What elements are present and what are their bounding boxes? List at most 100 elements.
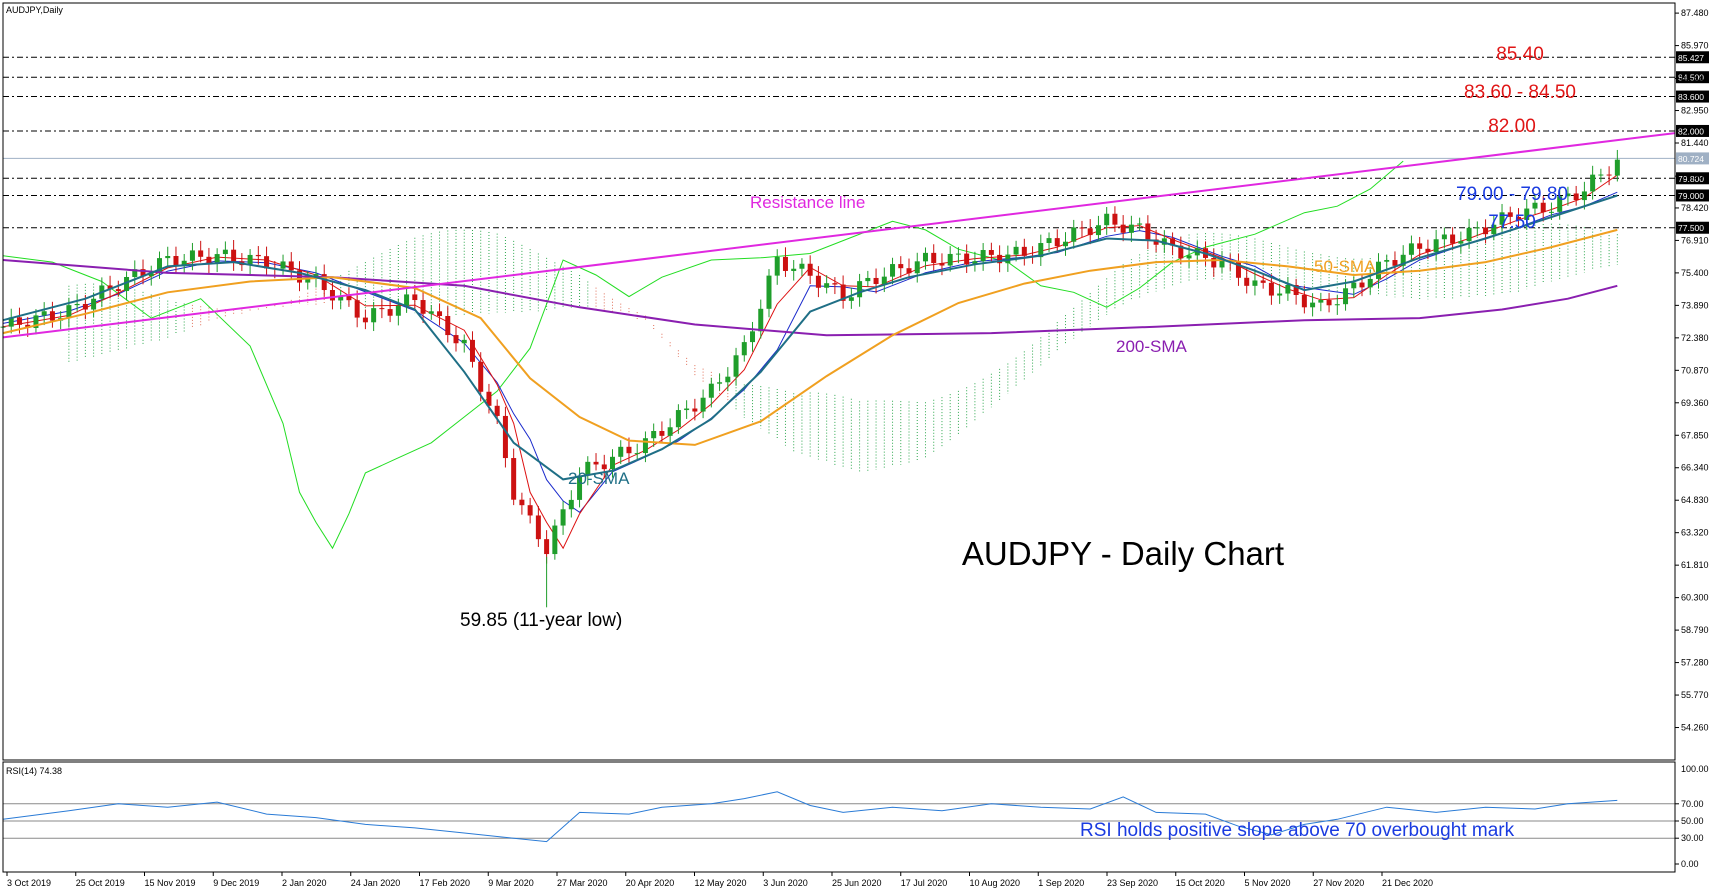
candle-body [288,261,294,271]
candle-body [41,311,47,316]
candle-body [725,376,731,383]
sma20-label: 20-SMA [568,469,630,488]
candle-body [1021,246,1027,256]
candle-body [873,277,879,285]
candle-body [214,254,220,264]
candle-body [1384,260,1390,262]
candle-body [420,300,426,314]
rsi-frame [2,761,1676,873]
candle-body [1310,302,1316,308]
candle-body [568,499,574,510]
candle-body [371,308,377,323]
candle-body [1120,224,1126,233]
date-label-4: 2 Jan 2020 [282,878,327,888]
candle-body [1450,234,1456,244]
candle-body [733,355,739,377]
candle-body [165,256,171,259]
candle-body [362,317,368,323]
candle-body [124,277,130,291]
candle-body [519,499,525,506]
candle-body [1425,248,1431,252]
candle-body [1483,227,1489,235]
candle-body [955,253,961,255]
tenkan-line [2,174,1618,550]
sma50-label: 50-SMA [1314,257,1376,276]
candle-body [502,415,508,459]
candle-body [1557,196,1563,212]
candle-body [1474,227,1480,229]
candle-body [675,410,681,428]
price-tick-label-6: 78.420 [1681,203,1709,213]
candle-body [1038,243,1044,258]
candle-body [437,311,443,317]
candle-body [782,256,788,271]
chart-title: AUDJPY - Daily Chart [962,535,1284,572]
candle-body [461,339,467,344]
candle-body [881,276,887,285]
date-label-9: 20 Apr 2020 [626,878,675,888]
price-tick-label-7: 76.910 [1681,235,1709,245]
candle-body [222,249,228,255]
candle-body [717,382,723,384]
candle-body [651,431,657,439]
candle-body [1112,213,1118,225]
candle-body [1186,255,1192,259]
candle-body [1252,280,1258,286]
rsi-line [2,791,1618,843]
candle-body [1392,260,1398,266]
candle-body [750,331,756,343]
candle-body [1466,227,1472,242]
level-tag-6 [1676,189,1709,202]
candle-body [1540,202,1546,213]
date-label-16: 23 Sep 2020 [1107,878,1158,888]
rsi-panel [2,791,1675,843]
candle-body [865,277,871,282]
price-tick-label-4: 81.440 [1681,138,1709,148]
resistance-line [2,132,1676,339]
date-label-7: 9 Mar 2020 [488,878,534,888]
date-label-20: 21 Dec 2020 [1382,878,1433,888]
level-tag-3 [1676,124,1709,137]
price-tick-label-21: 55.770 [1681,690,1709,700]
price-tick-label-22: 54.260 [1681,723,1709,733]
candle-body [1433,239,1439,252]
candle-body [1235,261,1241,278]
level-tag-1 [1676,71,1709,84]
candle-body [741,342,747,356]
rsi-tick-label-3: 0.00 [1681,859,1699,869]
date-label-11: 3 Jun 2020 [763,878,808,888]
candle-body [33,315,39,328]
candle-body [758,308,764,332]
candle-body [659,431,665,436]
candle-body [667,427,673,436]
level-annotation-83-60-84-50: 83.60 - 84.50 [1464,82,1576,103]
candle-body [395,305,401,316]
candle-body [1417,243,1423,249]
candle-body [189,250,195,261]
price-tick-label-0: 87.480 [1681,8,1709,18]
candle-body [469,339,475,362]
candle-body [939,262,945,266]
candle-body [972,261,978,265]
candle-body [601,464,607,470]
candle-body [1219,260,1225,268]
price-tick-label-9: 73.890 [1681,300,1709,310]
candle-body [1260,280,1266,283]
candle-body [379,308,385,310]
candle-body [1581,191,1587,201]
candle-body [428,311,434,314]
candle-body [478,361,484,392]
price-tick-label-8: 75.400 [1681,268,1709,278]
candle-body [338,295,344,301]
price-tick-label-3: 82.950 [1681,106,1709,116]
candle-body [181,260,187,267]
candle-body [1170,238,1176,246]
candle-body [1548,211,1554,213]
candle-body [988,250,994,255]
candle-body [577,475,583,500]
candle-body [585,461,591,476]
level-tag-2 [1676,90,1709,103]
price-panel [0,56,1676,608]
candle-body [552,525,558,555]
